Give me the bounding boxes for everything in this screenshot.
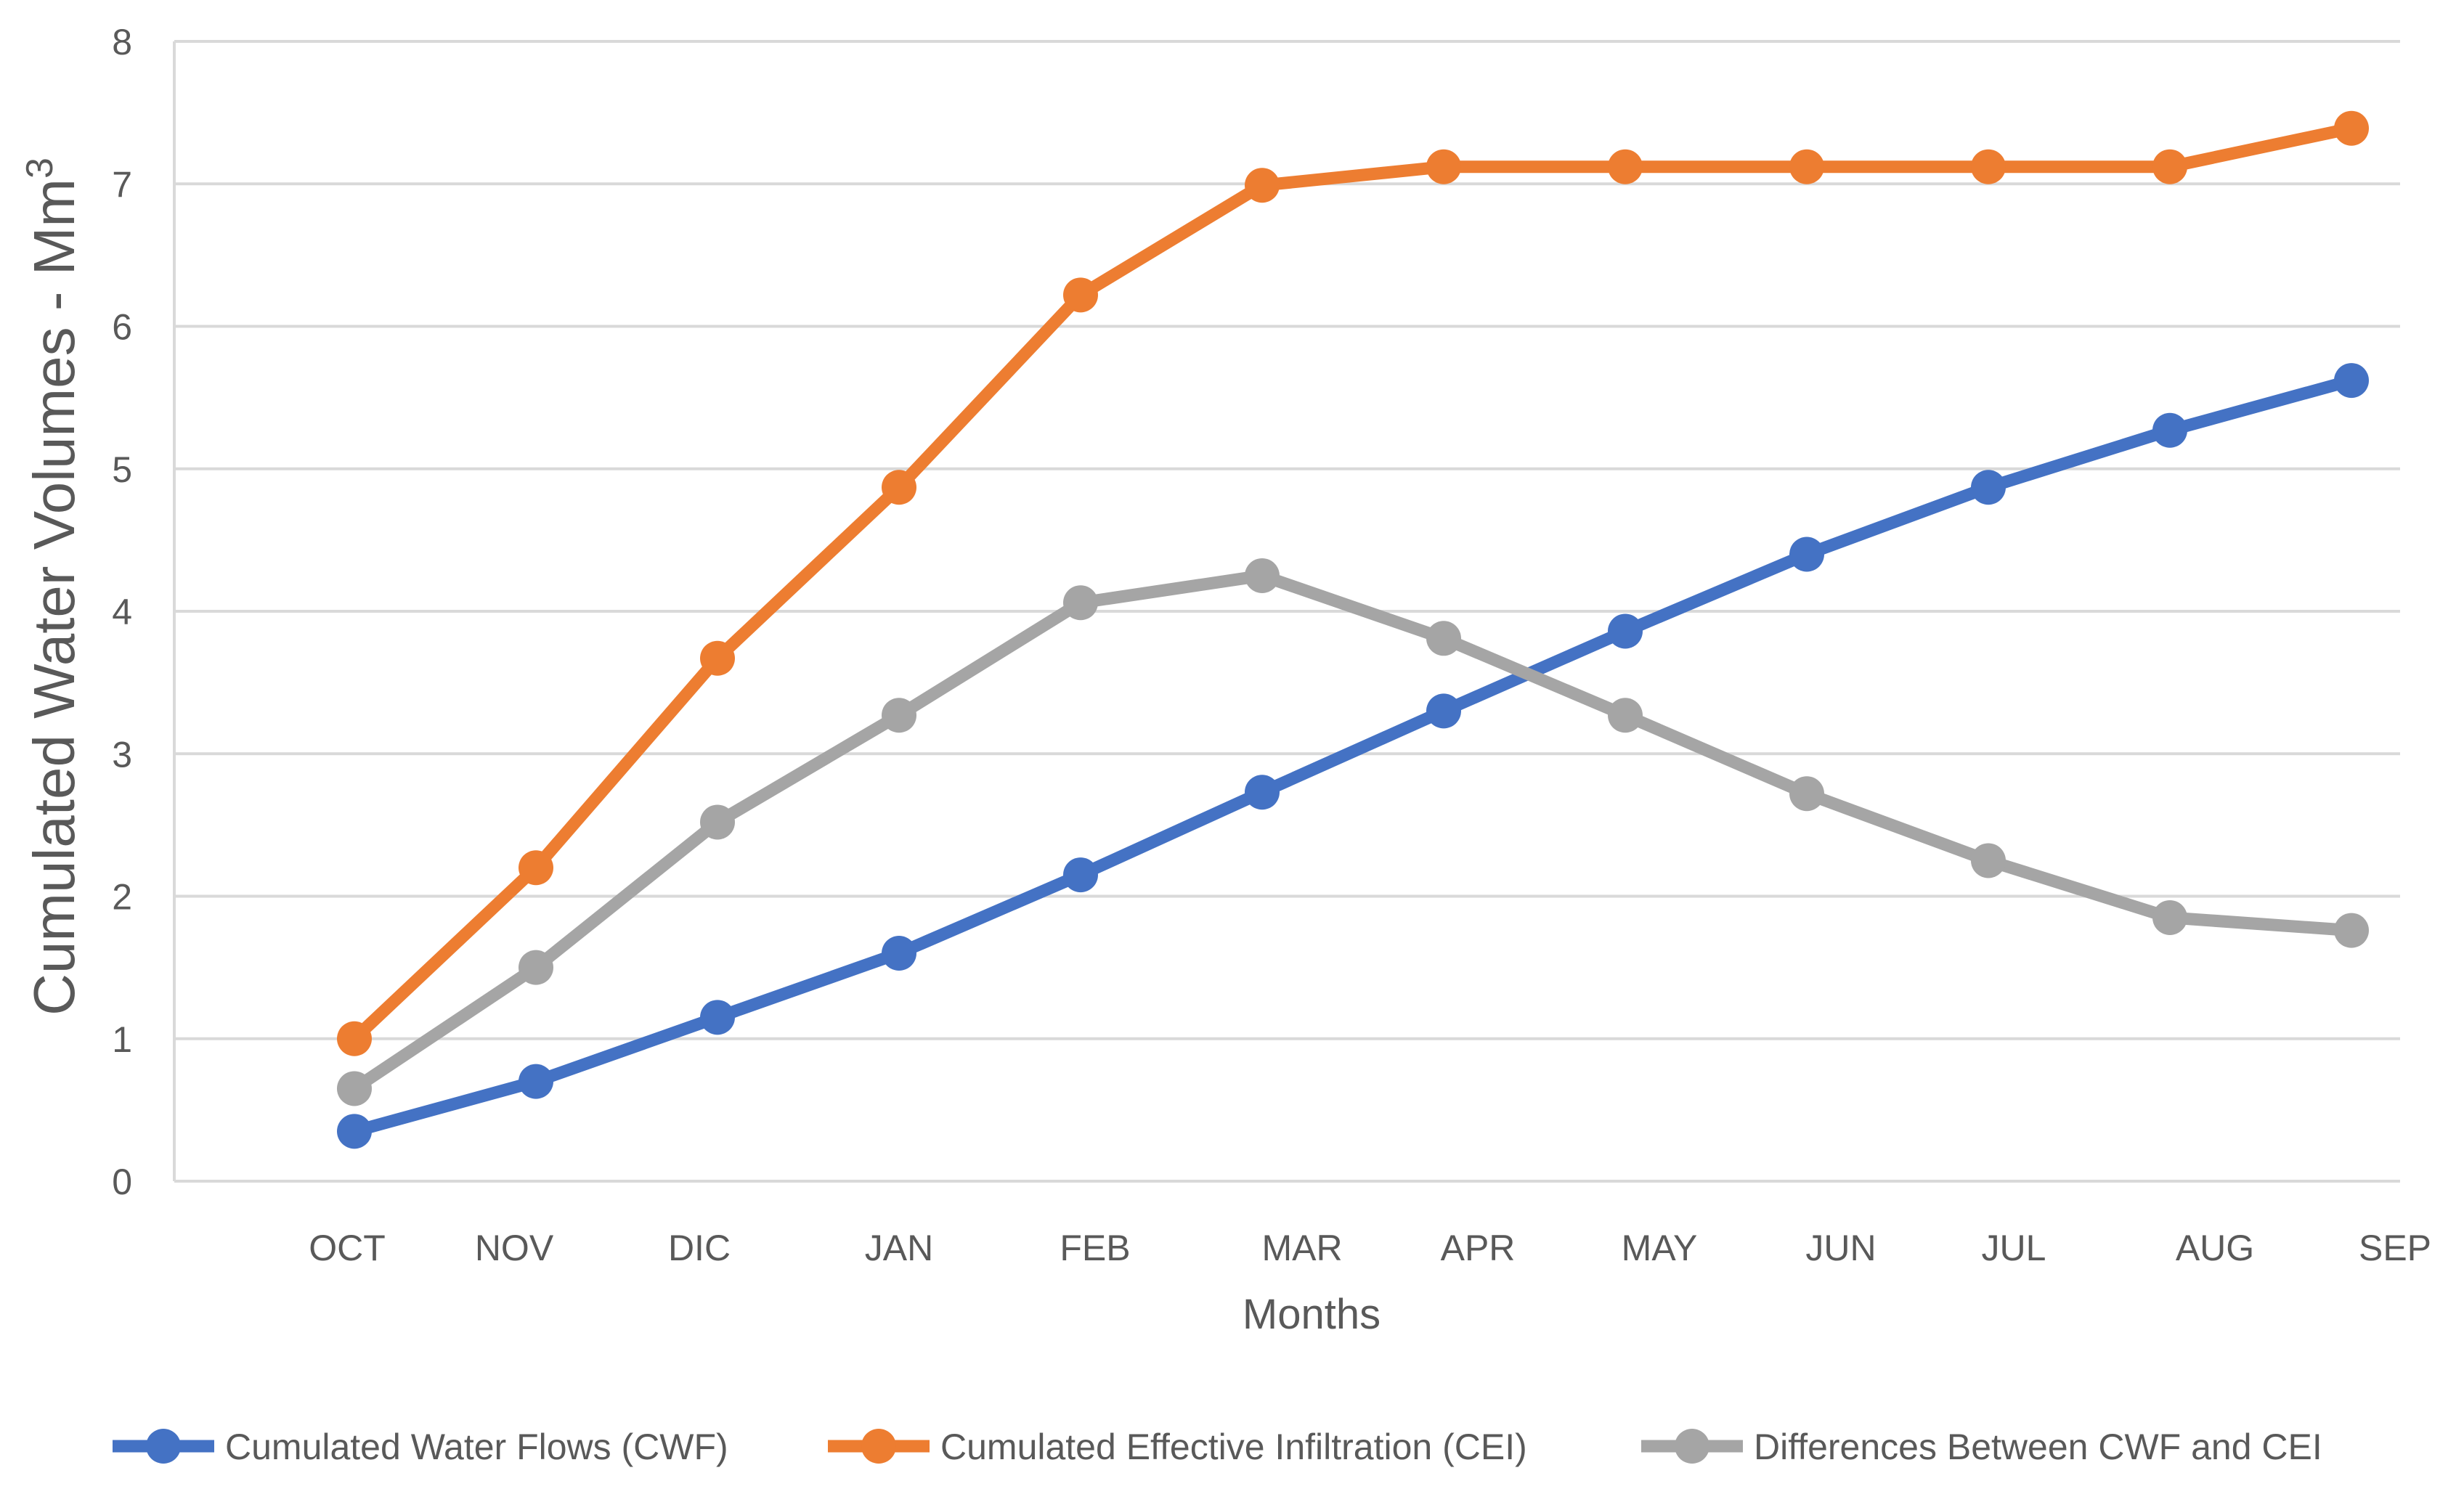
x-tick-label-may: MAY: [1622, 1228, 1698, 1268]
legend-item-1: Cumulated Water Flows (CWF): [113, 1427, 728, 1467]
series-1-point-nov: [519, 1064, 553, 1099]
series-2-point-nov: [519, 850, 553, 886]
series-1-point-feb: [1063, 857, 1098, 893]
y-axis-title: Cumulated Water Volumes - Mm3: [19, 158, 86, 1016]
series-2-point-may: [1608, 149, 1643, 184]
legend-label-2: Cumulated Effective Infiltration (CEI): [940, 1427, 1527, 1467]
y-tick-label-2: 2: [112, 877, 132, 918]
x-tick-label-aug: AUG: [2176, 1228, 2254, 1268]
legend-item-3: Differences Between CWF and CEI: [1641, 1427, 2322, 1467]
series-3-point-oct: [337, 1071, 372, 1106]
series-1-point-may: [1608, 613, 1643, 649]
y-tick-labels: 0 1 2 3 4 5 6 7 8: [112, 22, 132, 1202]
series-1-point-sep: [2334, 363, 2369, 399]
series-3-point-jan: [882, 698, 916, 733]
series-3: [337, 558, 2369, 1106]
x-tick-label-sep: SEP: [2359, 1228, 2431, 1268]
x-tick-label-feb: FEB: [1060, 1228, 1130, 1268]
series-2-point-dic: [700, 640, 735, 676]
legend-marker-2: [861, 1429, 896, 1464]
series-3-point-dic: [700, 804, 735, 840]
x-axis-title: Months: [1243, 1291, 1381, 1338]
series-1-point-mar: [1245, 775, 1280, 810]
series-2-point-apr: [1426, 149, 1461, 184]
series-2-point-mar: [1245, 168, 1280, 203]
series-layer: [337, 110, 2369, 1149]
series-2: [337, 110, 2369, 1056]
x-tick-label-mar: MAR: [1261, 1228, 1342, 1268]
y-axis-title-text: Cumulated Water Volumes - Mm: [22, 179, 86, 1016]
series-1: [337, 363, 2369, 1149]
y-tick-label-5: 5: [112, 449, 132, 490]
series-2-point-feb: [1063, 277, 1098, 313]
series-2-line: [348, 122, 2358, 1045]
series-1-point-jun: [1789, 537, 1824, 572]
legend-item-2: Cumulated Effective Infiltration (CEI): [828, 1427, 1527, 1467]
x-tick-label-jul: JUL: [1982, 1228, 2046, 1268]
y-tick-label-7: 7: [112, 164, 132, 205]
x-tick-label-apr: APR: [1441, 1228, 1516, 1268]
series-2-point-aug: [2152, 149, 2187, 184]
legend-marker-3: [1675, 1429, 1709, 1464]
series-1-point-dic: [700, 1000, 735, 1035]
legend-label-1: Cumulated Water Flows (CWF): [225, 1427, 728, 1467]
series-2-point-oct: [337, 1021, 372, 1056]
series-1-point-apr: [1426, 693, 1461, 729]
series-2-point-sep: [2334, 110, 2369, 146]
x-tick-label-oct: OCT: [309, 1228, 386, 1268]
series-3-point-jun: [1789, 776, 1824, 812]
y-tick-label-1: 1: [112, 1019, 132, 1060]
series-3-point-may: [1608, 698, 1643, 733]
series-3-point-mar: [1245, 558, 1280, 593]
y-axis-title-superscript: 3: [19, 158, 61, 179]
y-tick-label-4: 4: [112, 592, 132, 632]
x-tick-labels: OCT NOV DIC JAN FEB MAR APR MAY JUN JUL AUG SEP: [309, 1228, 2431, 1268]
x-tick-label-nov: NOV: [475, 1228, 554, 1268]
series-1-point-oct: [337, 1114, 372, 1149]
series-1-point-jan: [882, 936, 916, 971]
series-3-point-sep: [2334, 913, 2369, 948]
legend-marker-1: [146, 1429, 181, 1464]
x-tick-label-jan: JAN: [865, 1228, 933, 1268]
series-1-line: [348, 374, 2358, 1138]
series-1-point-aug: [2152, 412, 2187, 448]
legend-label-3: Differences Between CWF and CEI: [1754, 1427, 2322, 1467]
x-tick-label-dic: DIC: [668, 1228, 731, 1268]
series-3-point-aug: [2152, 899, 2187, 935]
series-3-point-apr: [1426, 621, 1461, 656]
series-2-point-jun: [1789, 149, 1824, 184]
series-2-point-jan: [882, 470, 916, 505]
y-tick-label-6: 6: [112, 307, 132, 348]
series-3-point-feb: [1063, 585, 1098, 621]
x-tick-label-jun: JUN: [1805, 1228, 1876, 1268]
series-1-point-jul: [1971, 470, 2006, 505]
y-tick-label-0: 0: [112, 1162, 132, 1202]
gridlines: [173, 40, 2400, 1183]
series-2-point-jul: [1971, 149, 2006, 184]
series-3-point-jul: [1971, 843, 2006, 878]
y-tick-label-3: 3: [112, 734, 132, 775]
legend: Cumulated Water Flows (CWF) Cumulated Eff…: [113, 1427, 2322, 1467]
series-3-line: [348, 569, 2358, 1095]
y-tick-label-8: 8: [112, 22, 132, 62]
series-3-point-nov: [519, 950, 553, 985]
